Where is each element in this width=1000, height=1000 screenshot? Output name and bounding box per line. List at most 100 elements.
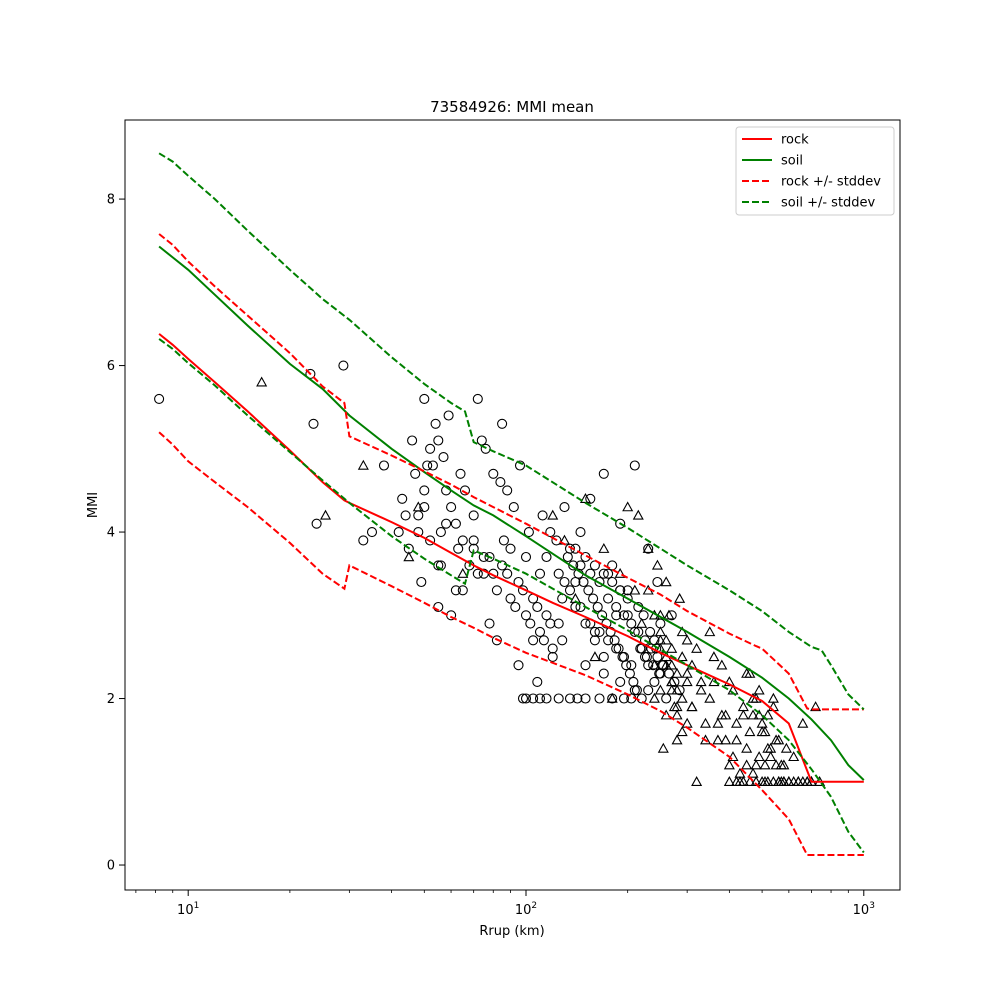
triangle-marker [663,609,675,620]
triangle-marker [256,376,268,387]
circle-marker [459,485,471,496]
y-tick-label: 8 [107,193,115,208]
circle-marker [502,568,513,579]
circle-marker [580,660,591,671]
triangle-marker [730,776,743,787]
circle-marker [484,551,495,563]
circle-marker [358,535,369,546]
triangle-marker [730,717,743,728]
triangle-marker [629,584,641,595]
circle-marker [598,668,609,679]
circle-marker [537,510,548,521]
circle-marker [631,685,642,696]
circle-marker [541,551,552,563]
circle-marker [513,660,524,671]
triangle-marker [765,751,777,762]
circle-marker [425,443,436,454]
series-line-soil-stddev [158,152,865,711]
triangle-marker [589,651,601,662]
circle-marker [534,568,546,579]
circle-marker [397,493,408,504]
triangle-marker [676,692,688,703]
circle-marker [592,601,603,613]
circle-marker [484,618,495,629]
triangle-marker [716,709,728,720]
circle-marker [580,693,591,704]
triangle-marker [737,709,749,720]
circle-marker [615,518,626,529]
triangle-marker [704,626,716,637]
y-tick-label: 0 [107,859,115,874]
triangle-marker [654,684,666,695]
triangle-marker [357,459,369,470]
triangle-marker [660,576,672,587]
circle-marker [613,643,624,654]
circle-marker [393,527,404,538]
circle-marker [594,576,605,588]
x-axis: 101 102 103 [135,890,875,918]
circle-marker [450,518,461,529]
triangle-marker [767,776,779,787]
triangle-marker [741,667,753,678]
legend-label: soil +/- stddev [781,196,876,211]
circle-marker [594,693,605,704]
circle-marker [643,660,654,671]
circle-marker [416,576,427,588]
circle-marker [502,485,513,496]
series-line-soil-stddev-lower- [158,338,865,854]
circle-marker [523,527,534,538]
triangle-marker [810,701,822,712]
circle-marker [545,527,556,538]
triangle-marker [457,567,469,578]
circle-marker [628,676,639,687]
circle-marker [598,651,609,662]
circle-marker [624,668,635,679]
circle-marker [643,685,654,696]
circle-marker [430,418,441,429]
circle-marker [520,551,532,563]
legend-box [735,126,895,216]
circle-marker [594,626,605,637]
triangle-marker [403,551,415,562]
circle-marker [607,576,618,588]
circle-marker [545,618,556,629]
triangle-marker [708,651,720,662]
circle-marker [645,626,656,637]
circle-marker [419,393,430,404]
triangle-marker [666,684,678,695]
circle-marker [433,435,444,446]
triangle-marker [756,776,768,787]
triangle-marker [753,709,765,720]
circle-marker [541,610,552,621]
circle-marker [580,618,591,629]
circle-marker [557,635,568,646]
circle-marker [422,460,433,471]
x-tick-label: 101 [177,901,199,918]
triangle-marker [636,617,648,628]
x-axis-label: Rrup (km) [479,924,544,939]
circle-marker [611,610,622,621]
triangle-marker [648,692,660,703]
circle-marker [578,576,589,588]
circle-marker [468,535,479,546]
x-tick-label: 103 [853,901,875,918]
circle-marker [472,393,483,404]
triangle-marker [676,726,688,737]
triangle-marker [606,692,618,703]
circle-marker [559,576,570,588]
circle-marker [575,527,586,538]
circle-marker [453,543,464,554]
circle-marker [446,502,457,513]
circle-marker [626,618,637,629]
triangle-marker [674,592,686,603]
circle-marker [338,360,349,371]
triangle-marker [648,659,660,670]
circle-marker [666,610,677,621]
triangle-marker [651,559,663,570]
legend-label: rock +/- stddev [781,175,881,190]
circle-marker [641,651,652,662]
triangle-marker [671,709,683,720]
circle-marker [589,626,600,637]
series-line-rock [158,333,864,783]
circle-marker [534,626,546,637]
